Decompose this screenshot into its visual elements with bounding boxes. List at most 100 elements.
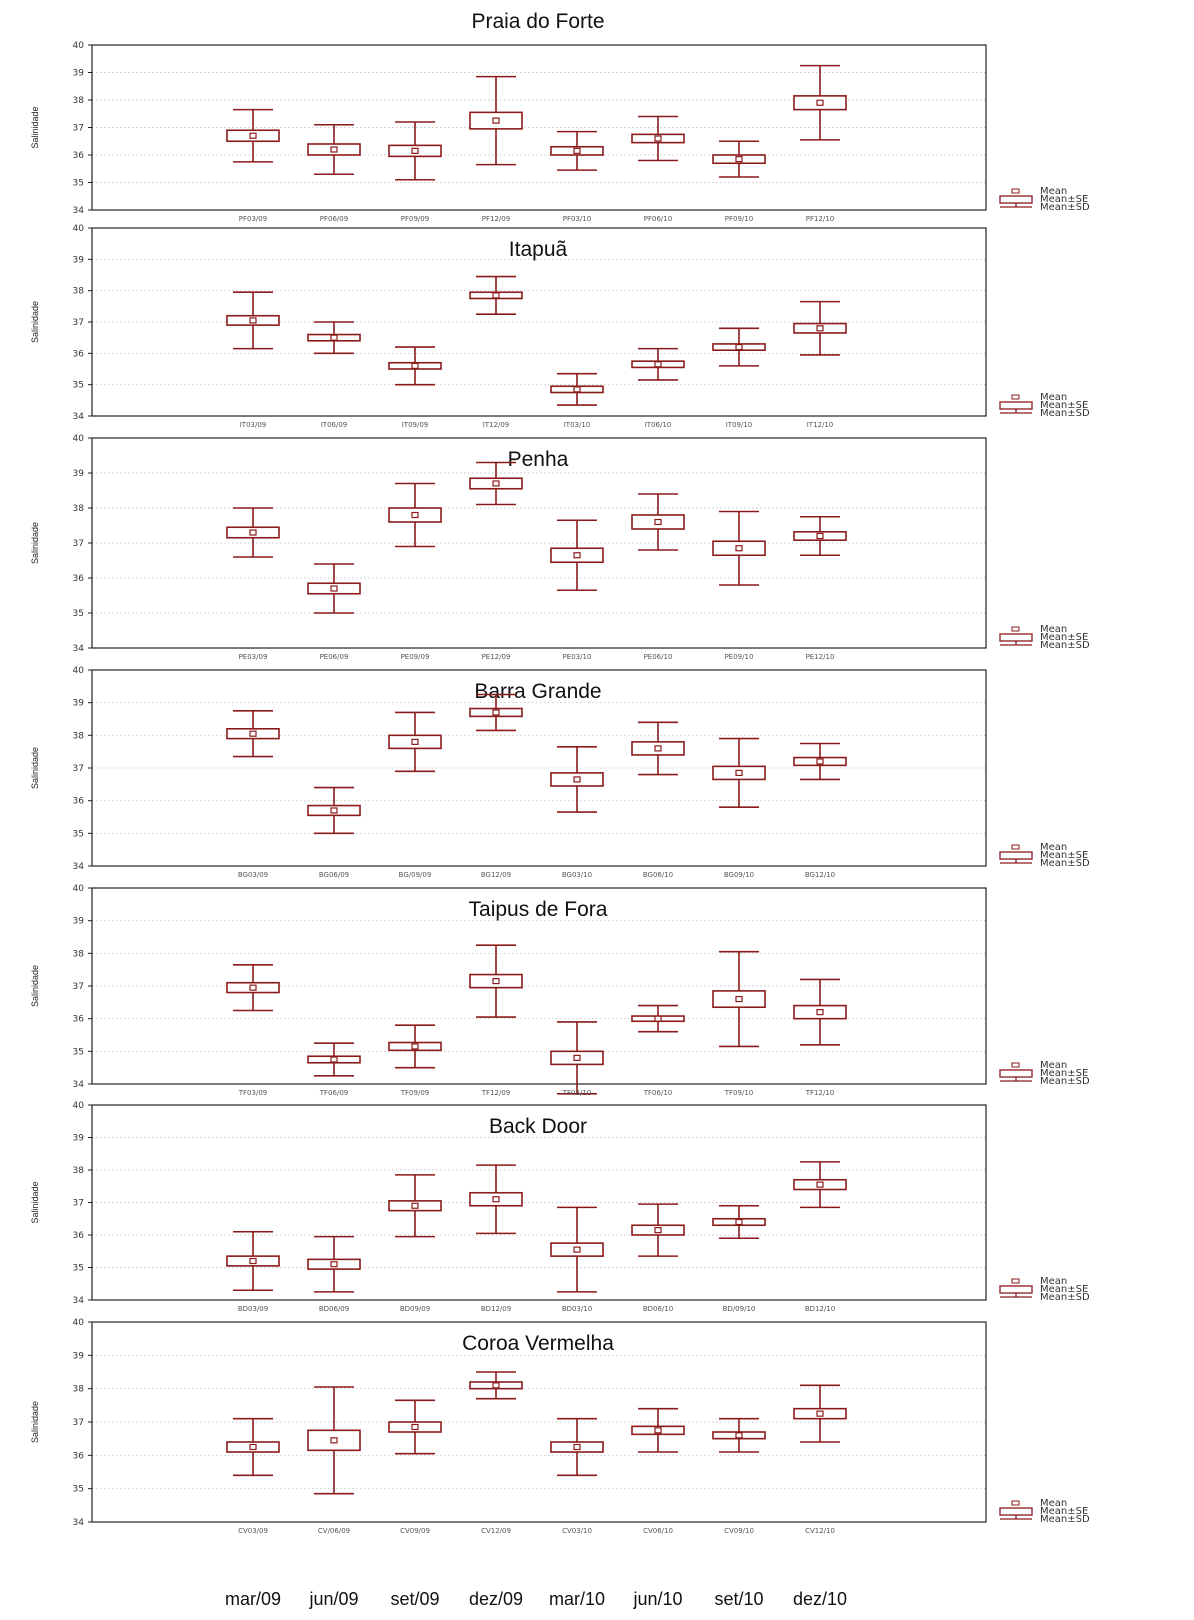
box-TF09/09 (388, 1024, 442, 1069)
box-CV03/10 (550, 1417, 604, 1477)
y-tick-label: 35 (73, 179, 84, 189)
y-tick-label: 38 (73, 287, 85, 297)
x-tick-label: BG/09/09 (399, 871, 432, 879)
box-BD06/09 (307, 1235, 361, 1293)
y-tick-label: 34 (73, 1296, 85, 1306)
x-tick-label: PE09/09 (401, 653, 430, 661)
month-label: set/10 (714, 1589, 763, 1609)
x-tick-label: CV03/09 (238, 1527, 268, 1535)
mean-marker (411, 1423, 419, 1431)
plot-frame (91, 669, 987, 867)
y-tick-label: 36 (73, 574, 85, 584)
x-tick-label: PF09/10 (725, 215, 753, 223)
box-PE06/09 (307, 563, 361, 614)
x-tick-label: TF03/10 (562, 1089, 591, 1097)
y-axis-label: Salinidade (30, 301, 40, 343)
box-BG12/09 (469, 693, 523, 732)
box-TF12/10 (793, 978, 847, 1046)
legend-mean-swatch (1011, 1500, 1020, 1506)
mean-marker (816, 1009, 824, 1016)
mean-marker (816, 532, 824, 540)
y-tick-label: 34 (73, 644, 85, 654)
y-tick-label: 37 (73, 318, 84, 328)
x-tick-label: CV12/10 (805, 1527, 835, 1535)
x-tick-label: TF12/09 (481, 1089, 510, 1097)
x-tick-label: CV09/09 (400, 1527, 430, 1535)
box-PE03/10 (550, 519, 604, 592)
mean-marker (735, 156, 743, 163)
x-tick-label: BG12/09 (481, 871, 511, 879)
x-tick-label: CV/06/09 (318, 1527, 350, 1535)
x-tick-label: PE03/10 (563, 653, 592, 661)
legend-label: Mean (1040, 842, 1067, 853)
x-tick-label: IT03/09 (240, 421, 267, 429)
mean-marker (492, 1382, 500, 1389)
box-TF03/09 (226, 963, 280, 1012)
x-tick-label: PE12/09 (482, 653, 511, 661)
box-BD03/09 (226, 1230, 280, 1292)
x-tick-label: BG06/09 (319, 871, 349, 879)
mean-marker (330, 146, 338, 153)
box-IT09/10 (712, 327, 766, 367)
x-tick-label: PF03/10 (563, 215, 591, 223)
x-tick-label: TF09/09 (400, 1089, 429, 1097)
x-tick-label: BD12/09 (481, 1305, 511, 1313)
legend-label: Mean (1040, 392, 1067, 403)
month-label: mar/09 (225, 1589, 281, 1609)
y-tick-label: 37 (73, 539, 84, 549)
mean-marker (411, 362, 419, 369)
mean-marker (654, 745, 662, 752)
mean-marker (249, 1443, 257, 1451)
x-tick-label: PF06/10 (644, 215, 672, 223)
x-tick-label: TF06/10 (643, 1089, 672, 1097)
x-tick-label: PF06/09 (320, 215, 348, 223)
mean-marker (735, 343, 743, 351)
mean-marker (249, 1257, 257, 1265)
x-tick-label: TF12/10 (805, 1089, 834, 1097)
box-IT03/09 (226, 291, 280, 350)
legend-se-swatch (999, 1285, 1033, 1294)
mean-marker (573, 552, 581, 559)
mean-marker (816, 1410, 824, 1417)
y-axis-label: Salinidade (30, 747, 40, 789)
x-tick-label: TF09/10 (724, 1089, 753, 1097)
mean-marker (249, 529, 257, 536)
box-PE03/09 (226, 507, 280, 558)
panel-title: Back Door (489, 1115, 587, 1138)
y-tick-label: 36 (73, 1231, 85, 1241)
y-tick-label: 36 (73, 797, 85, 807)
y-tick-label: 40 (73, 1318, 85, 1328)
x-tick-label: BD03/10 (562, 1305, 592, 1313)
box-BG06/10 (631, 721, 685, 776)
y-tick-label: 40 (73, 884, 85, 894)
box-BG06/09 (307, 786, 361, 835)
legend-mean-swatch (1011, 188, 1020, 194)
mean-marker (492, 292, 500, 299)
panel-title: Penha (508, 448, 569, 471)
y-tick-label: 38 (73, 96, 85, 106)
y-tick-label: 38 (73, 949, 85, 959)
y-axis-label: Salinidade (30, 106, 40, 148)
panel-title: Barra Grande (474, 680, 601, 703)
x-tick-label: CV06/10 (643, 1527, 673, 1535)
box-PF09/10 (712, 140, 766, 178)
legend-mean-swatch (1011, 1278, 1020, 1284)
month-label: jun/09 (308, 1589, 358, 1609)
x-tick-label: BD03/09 (238, 1305, 268, 1313)
legend-se-swatch (999, 633, 1033, 642)
legend-label: Mean (1040, 186, 1067, 197)
y-tick-label: 39 (73, 469, 85, 479)
x-tick-label: PF03/09 (239, 215, 267, 223)
mean-marker (654, 1227, 662, 1234)
x-tick-label: CV09/10 (724, 1527, 754, 1535)
panel-7: 34 35 36 37 38 39 40 Salinidade Coroa Vermelha CV… (30, 1318, 1090, 1535)
x-tick-label: IT09/10 (726, 421, 753, 429)
box-PE06/10 (631, 493, 685, 551)
y-tick-label: 36 (73, 349, 85, 359)
box-BG09/10 (712, 737, 766, 809)
box-BD09/09 (388, 1174, 442, 1238)
y-tick-label: 37 (73, 1418, 84, 1428)
